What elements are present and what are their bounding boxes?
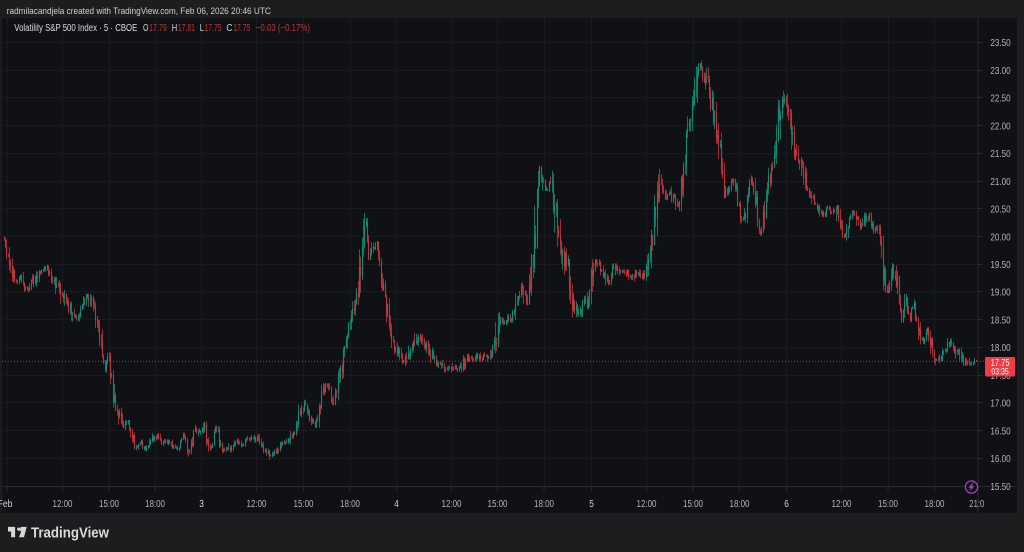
- svg-text:03:35: 03:35: [991, 367, 1008, 377]
- svg-text:Feb: Feb: [0, 499, 13, 510]
- svg-text:12:00: 12:00: [637, 499, 657, 510]
- svg-text:22.50: 22.50: [990, 93, 1010, 105]
- svg-text:16.00: 16.00: [990, 453, 1010, 465]
- svg-text:21.50: 21.50: [990, 148, 1010, 160]
- svg-text:19.50: 19.50: [990, 259, 1010, 271]
- svg-text:15:00: 15:00: [683, 499, 703, 510]
- svg-text:15:00: 15:00: [294, 499, 314, 510]
- svg-text:12:00: 12:00: [442, 499, 462, 510]
- svg-text:20.50: 20.50: [990, 204, 1010, 216]
- svg-text:6: 6: [784, 499, 789, 510]
- svg-text:18:00: 18:00: [925, 499, 945, 510]
- svg-text:15.50: 15.50: [990, 481, 1010, 493]
- svg-text:3: 3: [199, 499, 204, 510]
- svg-text:17.75: 17.75: [205, 23, 222, 34]
- svg-text:Volatility S&P 500 Index · 5 ·: Volatility S&P 500 Index · 5 · CBOE: [14, 23, 137, 34]
- svg-text:radmilacandjela created with T: radmilacandjela created with TradingView…: [7, 6, 271, 17]
- svg-text:O: O: [143, 23, 149, 34]
- svg-text:23.50: 23.50: [990, 37, 1010, 49]
- svg-text:18.50: 18.50: [990, 314, 1010, 326]
- svg-text:18:00: 18:00: [340, 499, 360, 510]
- svg-text:15:00: 15:00: [878, 499, 898, 510]
- svg-text:21.00: 21.00: [990, 176, 1010, 188]
- svg-text:−0.03 (−0.17%): −0.03 (−0.17%): [256, 23, 310, 34]
- svg-text:20.00: 20.00: [990, 231, 1010, 243]
- svg-text:TradingView: TradingView: [31, 526, 110, 542]
- svg-text:4: 4: [394, 499, 399, 510]
- svg-text:21:0: 21:0: [969, 499, 984, 510]
- svg-text:C: C: [226, 23, 232, 34]
- svg-text:23.00: 23.00: [990, 65, 1010, 77]
- svg-text:17.79: 17.79: [149, 23, 167, 34]
- svg-text:12:00: 12:00: [247, 499, 267, 510]
- svg-text:15:00: 15:00: [488, 499, 508, 510]
- svg-text:18:00: 18:00: [145, 499, 165, 510]
- svg-text:12:00: 12:00: [53, 499, 73, 510]
- svg-text:5: 5: [589, 499, 594, 510]
- svg-text:18.00: 18.00: [990, 342, 1010, 354]
- svg-text:22.00: 22.00: [990, 120, 1010, 132]
- svg-text:L: L: [200, 23, 204, 34]
- svg-text:16.50: 16.50: [990, 425, 1010, 437]
- svg-text:12:00: 12:00: [832, 499, 852, 510]
- svg-text:15:00: 15:00: [99, 499, 119, 510]
- svg-text:17.00: 17.00: [990, 398, 1010, 410]
- svg-text:19.00: 19.00: [990, 287, 1010, 299]
- svg-text:17.81: 17.81: [178, 23, 195, 34]
- svg-text:18:00: 18:00: [534, 499, 554, 510]
- svg-text:H: H: [172, 23, 178, 34]
- svg-text:18:00: 18:00: [730, 499, 750, 510]
- svg-text:17.75: 17.75: [233, 23, 250, 34]
- svg-text:17.75: 17.75: [991, 358, 1010, 369]
